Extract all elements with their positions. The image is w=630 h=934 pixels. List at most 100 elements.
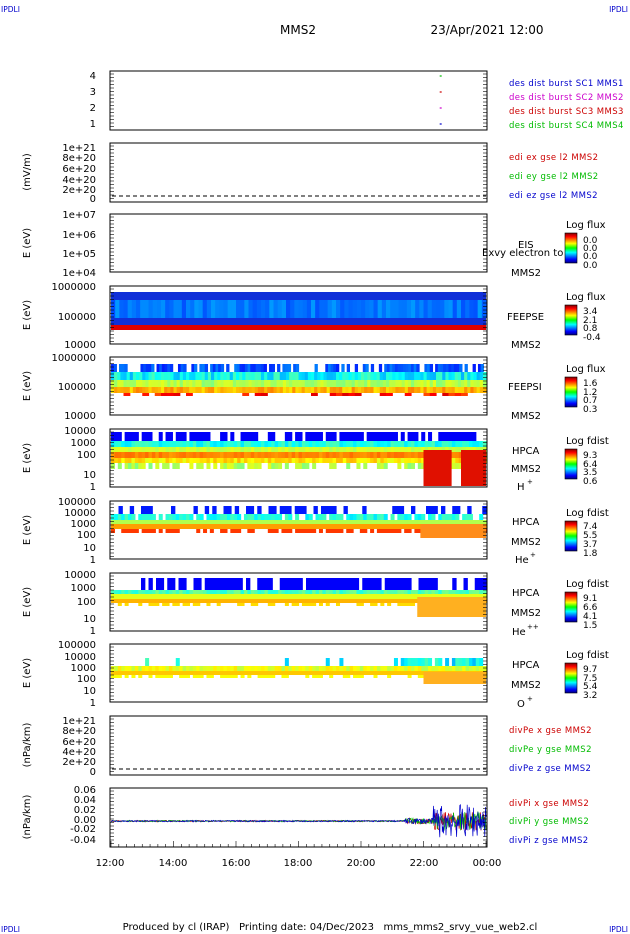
spectrogram-cell — [438, 514, 443, 520]
spectrogram-cell — [467, 372, 471, 380]
spectrogram-cell — [141, 671, 146, 675]
spectrogram-cell — [464, 380, 468, 387]
spectrogram-cell — [247, 520, 252, 524]
panel-hpca-o-instrument: HPCA — [512, 660, 540, 671]
spectrogram-cell — [134, 452, 139, 458]
spectrogram-cell — [134, 599, 139, 603]
spectrogram-cell — [213, 524, 218, 529]
spectrogram-cell — [284, 658, 289, 666]
spectrogram-cell — [192, 675, 197, 678]
spectrogram-cell — [220, 387, 225, 393]
spectrogram-cell — [237, 529, 242, 533]
spectrogram-cell — [117, 599, 122, 603]
panel-hpca-he-spacecraft: MMS2 — [511, 537, 541, 548]
spectrogram-cell — [332, 387, 337, 393]
spectrogram-cell — [220, 380, 225, 387]
spectrogram-cell — [298, 458, 303, 463]
spectrogram-cell — [196, 514, 201, 520]
spectrogram-cell — [365, 300, 370, 318]
spectrogram-cell — [308, 666, 313, 671]
spectrogram-cell — [141, 506, 146, 514]
panel-feepse: E (eV) 1000000 100000 10000 FEEPSE MMS2 — [22, 282, 544, 351]
spectrogram-cell — [199, 671, 204, 675]
spectrogram-cell — [257, 524, 262, 529]
spectrogram-cell — [230, 463, 235, 469]
spectrogram-cell — [213, 594, 218, 599]
spectrogram-cell — [294, 300, 300, 318]
spectrogram-cell — [248, 387, 253, 393]
spectrogram-cell — [339, 441, 344, 447]
spectrogram-cell — [206, 603, 211, 606]
spectrogram-cell — [243, 666, 248, 671]
spectrogram-cell — [455, 590, 460, 594]
spectrogram-cell — [223, 666, 228, 671]
spectrogram-cell — [164, 387, 168, 393]
spectrogram-cell — [479, 658, 484, 666]
spectrogram-cell — [427, 300, 433, 318]
spectrogram-cell — [416, 364, 420, 372]
spectrogram-cell — [247, 594, 252, 599]
spectrogram-cell — [278, 590, 283, 594]
spectrogram-cell — [182, 675, 187, 678]
spectrogram-cell — [257, 594, 262, 599]
spectrogram-cell — [154, 372, 159, 380]
spectrogram-cell — [236, 372, 240, 380]
spectrogram-cell — [392, 364, 396, 372]
spectrogram-cell — [482, 666, 487, 671]
spectrogram-cell — [308, 447, 313, 452]
spectrogram-cell — [332, 372, 337, 380]
spectrogram-cell — [121, 666, 126, 671]
spectrogram-cell — [298, 441, 303, 447]
spectrogram-cell — [318, 458, 323, 463]
spectrogram-cell — [348, 300, 354, 318]
spectrogram-cell — [158, 458, 163, 463]
spectrogram-cell — [356, 603, 361, 606]
spectrogram-cell — [330, 364, 334, 372]
panel-hpca-he-instrument: HPCA — [512, 517, 540, 528]
spectrogram-cell — [339, 514, 344, 520]
spectrogram-cell — [349, 594, 354, 599]
spectrogram-cell — [145, 387, 150, 393]
spectrogram-cell — [376, 529, 381, 533]
spectrogram-cell — [315, 671, 320, 675]
spectrogram-cell — [292, 380, 296, 387]
spectrogram-cell — [465, 520, 470, 524]
spectrogram-cell — [476, 380, 481, 387]
spectrogram-cell — [226, 447, 231, 452]
panel-divpe-frame — [109, 715, 488, 776]
spectrogram-cell — [267, 666, 272, 671]
spectrogram-cell — [219, 300, 225, 318]
spectrogram-cell — [199, 452, 204, 458]
ytick-label: 8e+20 — [62, 726, 96, 737]
spectrogram-cell — [231, 300, 237, 318]
spectrogram-cell — [298, 387, 303, 393]
xtick-label: 12:00 — [96, 858, 125, 869]
spectrogram-cell — [257, 380, 262, 387]
spectrogram-cell — [361, 387, 365, 393]
spectrogram-cell — [432, 387, 437, 393]
spectrogram-cell — [312, 458, 317, 463]
spectrogram-cell — [476, 372, 481, 380]
spectrogram-cell — [295, 594, 300, 599]
spectrogram-cell — [179, 432, 184, 441]
spectrogram-cell — [387, 675, 392, 678]
spectrogram-cell — [172, 603, 177, 606]
spectrogram-cell — [456, 364, 460, 372]
spectrogram-cell — [417, 463, 422, 469]
spectrogram-cell — [422, 578, 427, 590]
spectrogram-cell — [437, 364, 442, 372]
spectrogram-cell — [396, 506, 401, 514]
spectrogram-cell — [267, 524, 272, 529]
spectrogram-cell — [237, 524, 242, 529]
spectrogram-cell — [148, 675, 153, 678]
spectrogram-cell — [136, 372, 140, 380]
spectrogram-cell — [307, 387, 312, 393]
spectrogram-cell — [329, 514, 334, 520]
spectrogram-cell — [479, 594, 484, 599]
spectrogram-cell — [440, 364, 444, 372]
spectrogram-cell — [284, 441, 289, 447]
spectrogram-cell — [451, 520, 456, 524]
spectrogram-cell — [233, 514, 238, 520]
spectrogram-cell — [226, 364, 230, 372]
spectrogram-cell — [202, 300, 208, 318]
